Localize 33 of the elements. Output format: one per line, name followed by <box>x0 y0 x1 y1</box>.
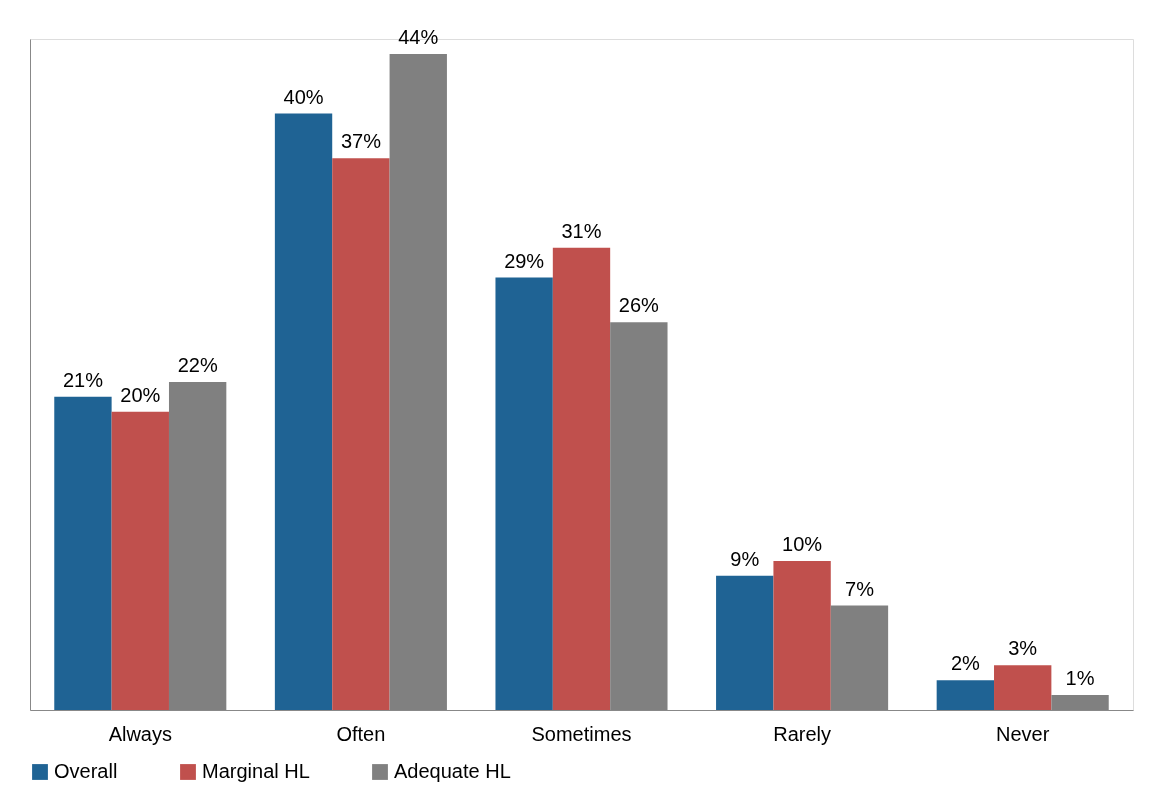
bar <box>994 665 1052 710</box>
data-label: 22% <box>177 353 218 376</box>
bar <box>274 113 333 710</box>
data-label: 9% <box>730 547 760 570</box>
x-tick-label: Often <box>336 722 386 745</box>
x-tick-label: Always <box>108 722 172 745</box>
bar <box>111 411 169 710</box>
data-label: 37% <box>340 130 382 153</box>
legend-label: Marginal HL <box>202 760 310 782</box>
legend-label: Overall <box>54 760 118 782</box>
data-label: 21% <box>62 368 104 391</box>
data-label: 3% <box>1008 637 1038 660</box>
data-label: 29% <box>504 249 545 272</box>
x-tick-label: Never <box>996 722 1050 745</box>
data-label: 7% <box>845 577 875 600</box>
data-label: 26% <box>618 294 660 317</box>
data-label: 20% <box>120 383 161 406</box>
x-tick-label: Rarely <box>773 722 831 745</box>
data-label: 10% <box>782 532 823 555</box>
bar <box>54 396 112 710</box>
bar <box>332 158 390 710</box>
bar <box>552 247 611 710</box>
data-label: 1% <box>1065 667 1095 690</box>
data-label: 2% <box>950 652 981 675</box>
bar <box>936 680 995 710</box>
bar <box>495 277 553 710</box>
x-tick-label: Sometimes <box>531 722 632 745</box>
bar <box>716 575 774 710</box>
data-label: 31% <box>561 219 602 242</box>
data-label: 44% <box>398 25 439 48</box>
bar <box>773 560 831 710</box>
data-label: 40% <box>283 85 324 108</box>
legend-label: Adequate HL <box>394 760 511 782</box>
